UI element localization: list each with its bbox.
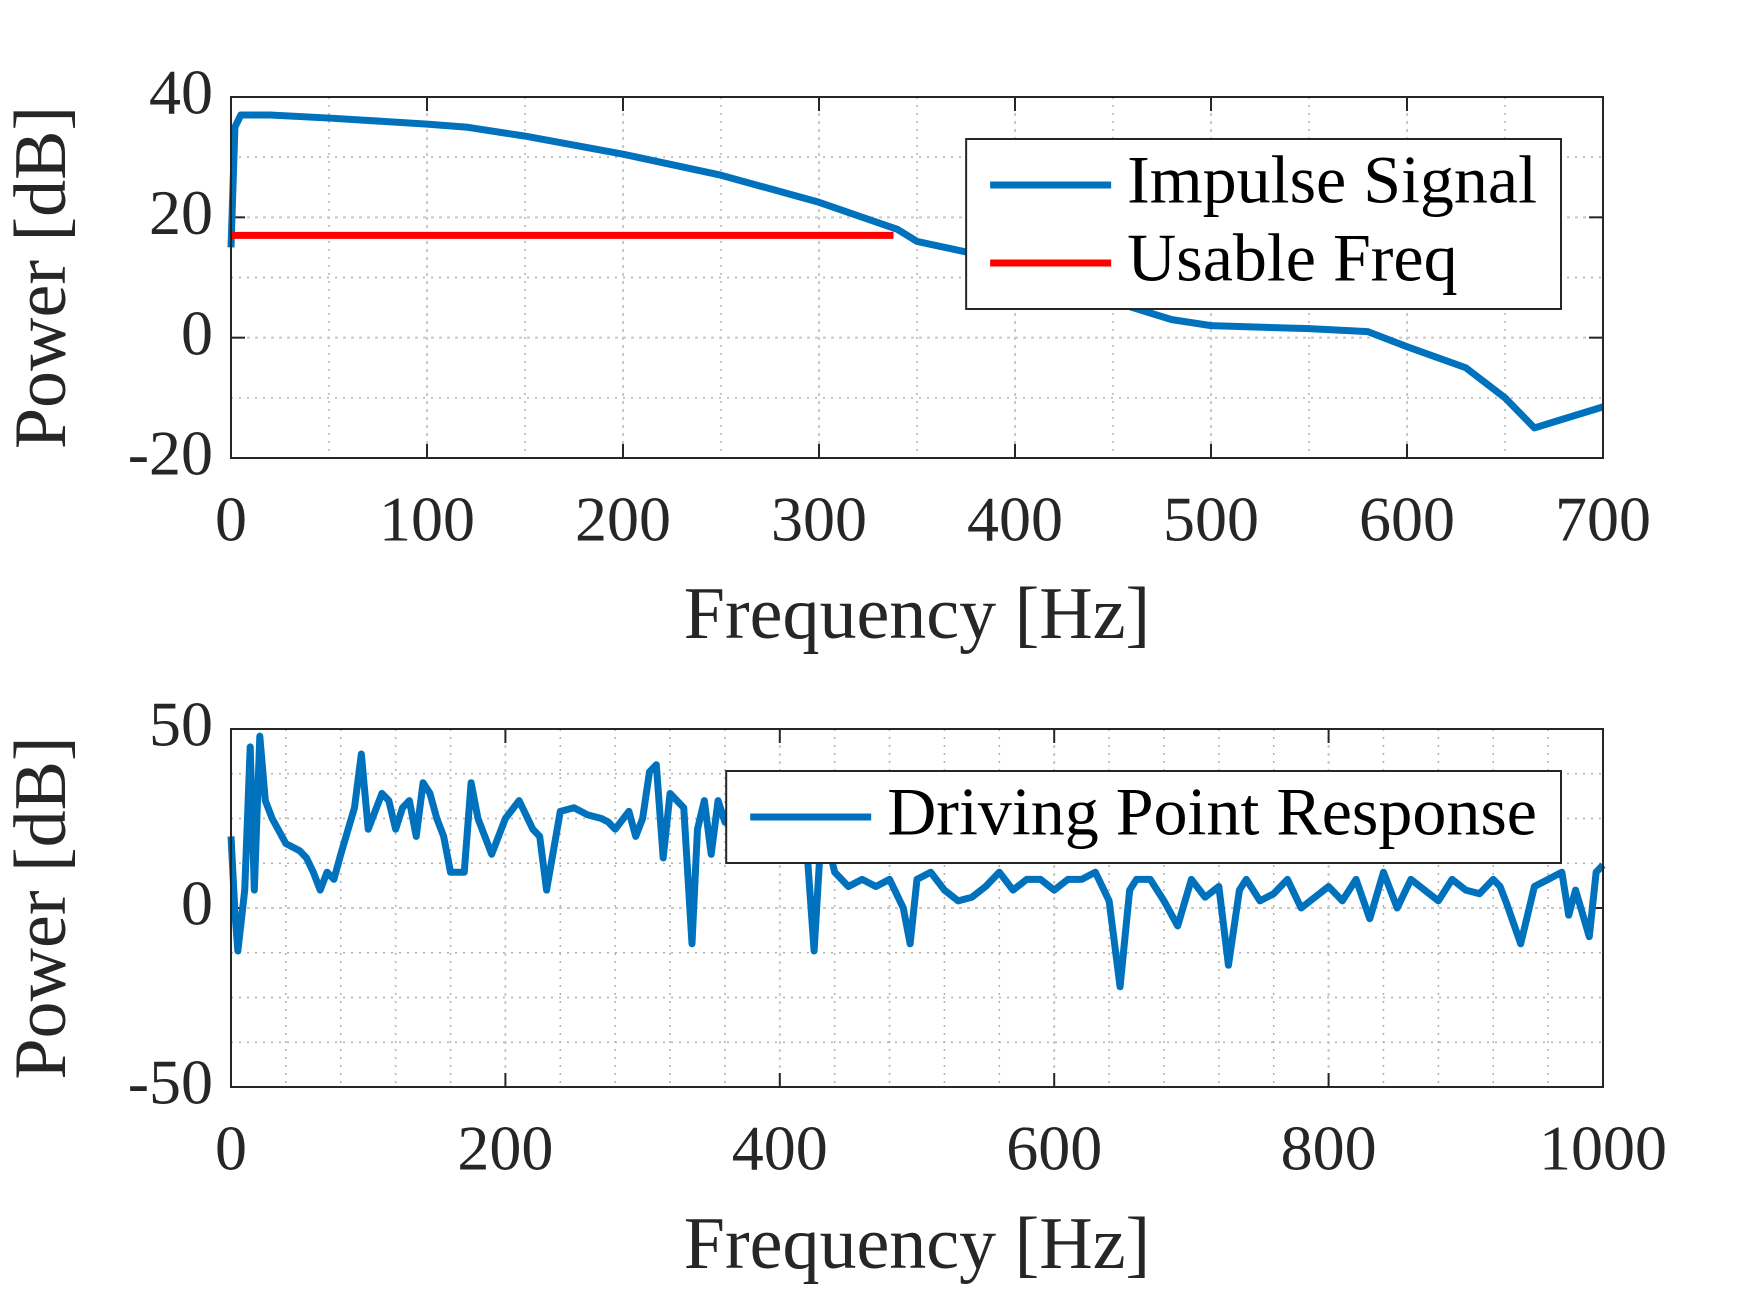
x-tick-label: 0 — [215, 484, 247, 555]
y-tick-label: 20 — [149, 177, 213, 248]
x-tick-label: 600 — [1006, 1113, 1102, 1184]
legend-label: Impulse Signal — [1127, 142, 1537, 218]
legend: Driving Point Response — [725, 770, 1562, 864]
y-tick-label: 0 — [181, 868, 213, 939]
x-tick-label: 200 — [457, 1113, 553, 1184]
x-tick-label: 0 — [215, 1113, 247, 1184]
x-tick-label: 700 — [1555, 484, 1651, 555]
x-tick-label: 100 — [379, 484, 475, 555]
y-tick-label: 40 — [149, 57, 213, 128]
axes-box — [230, 96, 1604, 459]
y-axis-label: Power [dB] — [0, 106, 82, 449]
y-axis-label: Power [dB] — [0, 736, 82, 1079]
axes-box — [230, 728, 1604, 1088]
x-tick-label: 600 — [1359, 484, 1455, 555]
legend-label: Usable Freq — [1127, 220, 1457, 296]
y-tick-label: 0 — [181, 297, 213, 368]
x-axis-label: Frequency [Hz] — [684, 1203, 1150, 1285]
subplot: 0 100 200 300 400 500 600 700-2002040Frequency … — [0, 57, 1651, 655]
x-axis-label: Frequency [Hz] — [684, 573, 1150, 655]
x-tick-label: 1000 — [1539, 1113, 1667, 1184]
y-tick-label: -20 — [128, 418, 213, 489]
y-tick-label: 50 — [149, 689, 213, 760]
x-tick-label: 800 — [1281, 1113, 1377, 1184]
x-tick-label: 200 — [575, 484, 671, 555]
x-tick-label: 400 — [967, 484, 1063, 555]
legend-box — [965, 138, 1562, 310]
x-tick-label: 400 — [732, 1113, 828, 1184]
x-tick-label: 300 — [771, 484, 867, 555]
x-tick-label: 500 — [1163, 484, 1259, 555]
y-tick-label: -50 — [128, 1047, 213, 1118]
legend-label: Driving Point Response — [887, 774, 1537, 850]
